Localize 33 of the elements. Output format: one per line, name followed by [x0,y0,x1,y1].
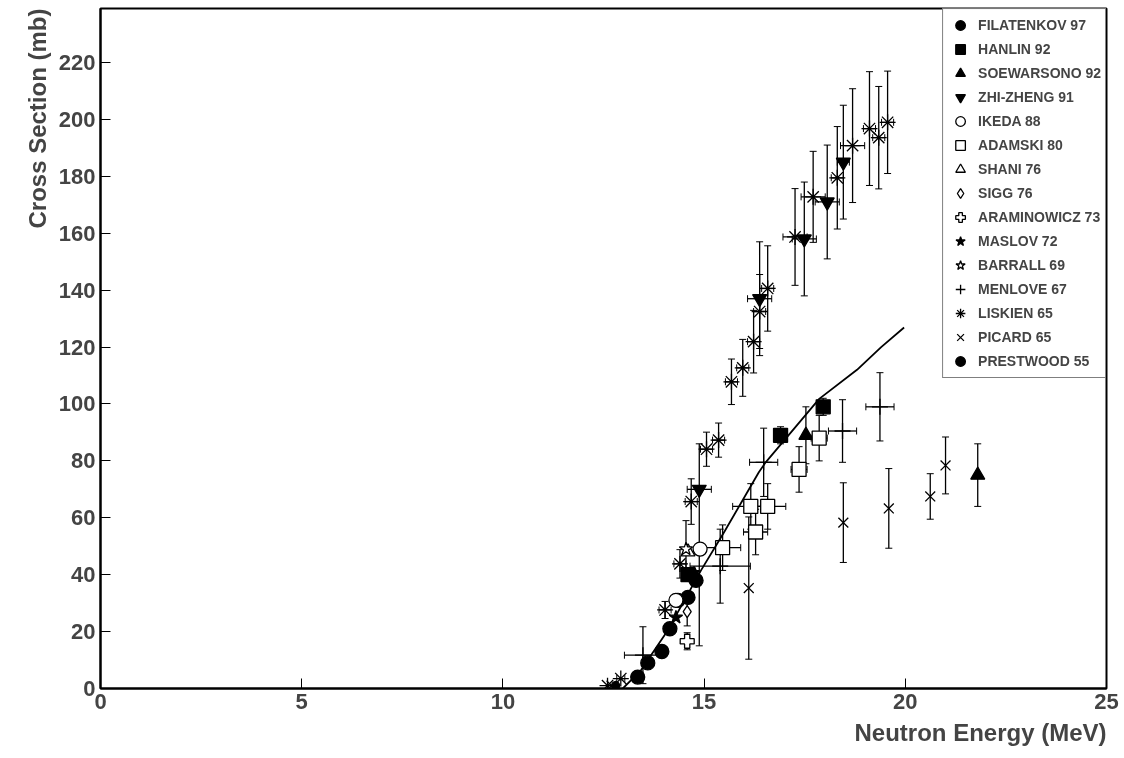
x-tick-label: 5 [295,688,308,714]
y-tick-label: 140 [58,277,96,303]
legend-label: ARAMINOWICZ 73 [978,209,1101,225]
legend-label: SOEWARSONO 92 [978,65,1101,81]
legend-label: HANLIN 92 [978,41,1051,57]
x-tick-label: 25 [1094,688,1119,714]
legend-label: MASLOV 72 [978,233,1058,249]
y-tick-label: 20 [71,619,96,645]
y-tick-label: 220 [58,50,96,76]
y-tick-label: 80 [71,448,96,474]
y-tick-label: 120 [58,334,96,360]
legend-label: ZHI-ZHENG 91 [978,89,1074,105]
y-tick-label: 200 [58,106,96,132]
y-axis-title: Cross Section (mb) [23,8,51,229]
x-tick-label: 20 [893,688,918,714]
y-tick-label: 160 [58,220,96,246]
legend-label: SIGG 76 [978,185,1033,201]
y-tick-label: 100 [58,391,96,417]
legend-label: IKEDA 88 [978,113,1041,129]
legend-label: PICARD 65 [978,329,1052,345]
legend-label: MENLOVE 67 [978,281,1067,297]
legend-label: ADAMSKI 80 [978,137,1063,153]
legend-label: FILATENKOV 97 [978,17,1086,33]
y-tick-label: 60 [71,505,96,531]
y-tick-label: 40 [71,562,96,588]
legend-label: SHANI 76 [978,161,1042,177]
y-tick-label: 180 [58,163,96,189]
x-tick-label: 15 [691,688,717,714]
legend-label: BARRALL 69 [978,257,1065,273]
x-tick-label: 10 [490,688,516,714]
x-axis-title: Neutron Energy (MeV) [854,718,1107,746]
legend-label: LISKIEN 65 [978,305,1053,321]
legend-label: PRESTWOOD 55 [978,353,1090,369]
